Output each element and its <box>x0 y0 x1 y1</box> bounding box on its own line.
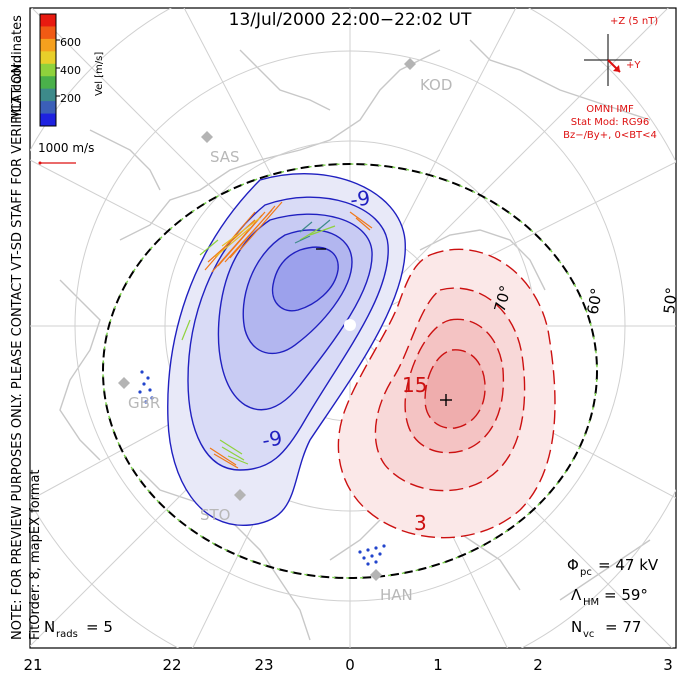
stats-n-rads: N rads = 5 <box>44 618 113 640</box>
contour-label-neg-top: -9 <box>349 185 372 212</box>
colorbar-tick-600: 600 <box>60 36 81 49</box>
colorbar-tick-400: 400 <box>60 64 81 77</box>
n-vc-subscript: vc <box>583 629 594 640</box>
lambda-hm-subscript: HM <box>583 597 599 608</box>
contour-label-pos-outer: 3 <box>414 511 427 535</box>
imf-model: Stat Mod: RG96 <box>571 117 650 128</box>
lambda-hm-symbol: Λ <box>571 586 582 604</box>
n-rads-value: = 5 <box>86 618 113 636</box>
contour-label-pos: 15 <box>402 373 427 397</box>
mlt-label-22: 22 <box>162 656 181 674</box>
n-vc-value: = 77 <box>605 618 641 636</box>
n-rads-subscript: rads <box>56 629 78 640</box>
colorbar-segment <box>40 63 56 77</box>
phi-pc-value: = 47 kV <box>598 556 659 574</box>
colorbar-segment <box>40 113 56 127</box>
colorbar: 600 400 200 Vel [m/s] <box>39 13 105 127</box>
station-label-sas: SAS <box>210 148 240 166</box>
colorbar-label: Vel [m/s] <box>94 52 105 96</box>
pole-marker <box>344 319 356 331</box>
negative-potential-cell <box>167 173 406 526</box>
colorbar-segment <box>40 38 56 52</box>
station-label-gbr: GBR <box>128 394 160 412</box>
mlt-label-21: 21 <box>23 656 42 674</box>
preview-note: NOTE: FOR PREVIEW PURPOSES ONLY. PLEASE … <box>10 60 25 640</box>
positive-potential-cell <box>337 248 556 539</box>
imf-clock: +Z (5 nT) +Y OMNI IMF Stat Mod: RG96 Bz−… <box>563 16 658 141</box>
mlt-label-1: 1 <box>433 656 443 674</box>
colorbar-segment <box>40 76 56 90</box>
velocity-vectors <box>138 201 386 566</box>
mlt-label-23: 23 <box>254 656 273 674</box>
map-title: 13/Jul/2000 22:00−22:02 UT <box>229 10 472 30</box>
imf-condition: Bz−/By+, 0<BT<4 <box>563 130 657 141</box>
imf-z-label: +Z (5 nT) <box>610 16 658 27</box>
lambda-hm-value: = 59° <box>604 586 648 604</box>
contour-label-neg-bottom: -9 <box>260 425 284 452</box>
mlt-label-3: 3 <box>663 656 673 674</box>
fit-order-note: FitOrder: 8, mapEX format <box>28 469 43 640</box>
coordinates-label: MLT coordinates <box>10 15 25 120</box>
hm-boundary <box>102 163 598 579</box>
vector-scale-dot <box>38 161 42 165</box>
colorbar-segment <box>40 51 56 65</box>
stats-n-vc: N vc = 77 <box>571 618 641 640</box>
colorbar-segment <box>40 14 56 27</box>
vector-scale-label: 1000 m/s <box>38 141 94 155</box>
phi-pc-symbol: Φ <box>567 556 579 574</box>
mlt-label-2: 2 <box>533 656 543 674</box>
n-vc-symbol: N <box>571 618 582 636</box>
colorbar-segment <box>40 88 56 102</box>
station-label-han: HAN <box>380 586 413 604</box>
station-markers <box>118 58 416 581</box>
imf-source: OMNI IMF <box>586 104 634 115</box>
latitude-label-60: 60° <box>584 287 606 316</box>
colorbar-segment <box>40 26 56 40</box>
potential-max-marker <box>440 394 452 406</box>
stats-phi-pc: Φ pc = 47 kV <box>567 556 659 578</box>
station-label-sto: STO <box>200 506 231 524</box>
phi-pc-subscript: pc <box>580 567 592 578</box>
colorbar-segment <box>40 101 56 115</box>
colorbar-tick-200: 200 <box>60 92 81 105</box>
mlt-label-0: 0 <box>345 656 355 674</box>
latitude-label-50: 50° <box>660 286 680 314</box>
stats-lambda-hm: Λ HM = 59° <box>571 586 648 608</box>
imf-y-label: +Y <box>626 60 641 71</box>
n-rads-symbol: N <box>44 618 55 636</box>
station-label-kod: KOD <box>420 76 452 94</box>
